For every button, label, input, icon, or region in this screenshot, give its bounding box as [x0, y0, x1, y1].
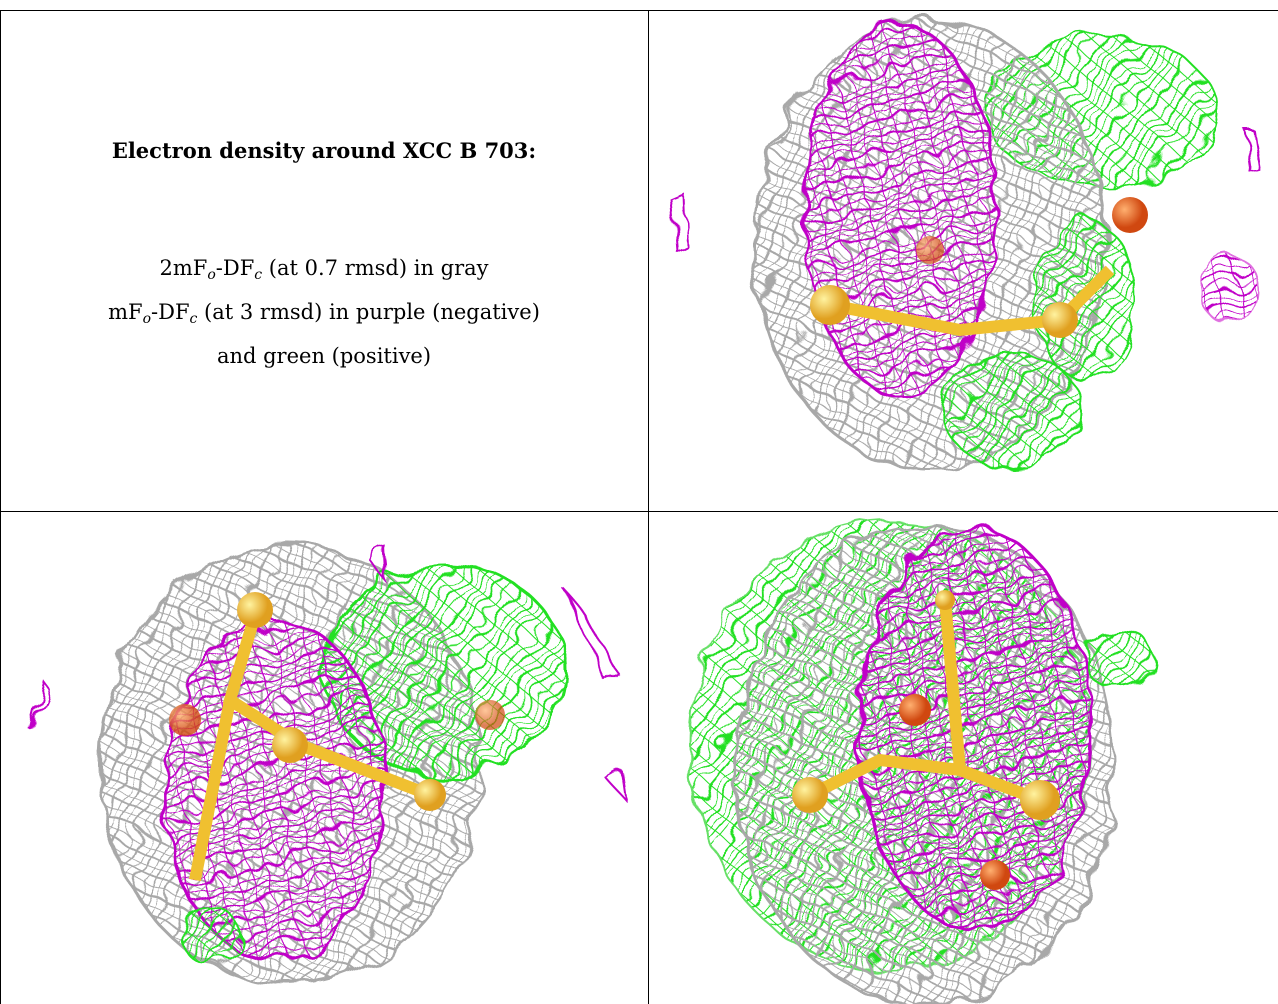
text: (at 0.7 rmsd) in gray: [262, 256, 489, 280]
text: mF: [108, 300, 143, 324]
subscript: o: [207, 267, 216, 283]
atoms-panel-3: [792, 590, 1060, 890]
caption: Electron density around XCC B 703: 2mFo-…: [0, 10, 648, 510]
atoms-panel-1: [810, 197, 1148, 338]
density-panel-2: [29, 543, 628, 987]
text: and green (positive): [216, 344, 432, 368]
subscript: o: [142, 311, 152, 327]
text: -DF: [151, 300, 190, 324]
caption-line: and green (positive): [0, 338, 648, 375]
caption-line: 2mFo-DFc (at 0.7 rmsd) in gray: [0, 250, 648, 294]
atoms-panel-2: [169, 592, 505, 882]
text: (at 3 rmsd) in purple (negative): [197, 300, 540, 324]
subscript: c: [189, 311, 198, 327]
density-panel-1: [670, 18, 1261, 472]
density-panel-3: [689, 519, 1156, 1004]
caption-line: mFo-DFc (at 3 rmsd) in purple (negative): [0, 294, 648, 338]
text: 2mF: [159, 256, 208, 280]
caption-title: Electron density around XCC B 703:: [111, 138, 537, 163]
caption-lines: 2mFo-DFc (at 0.7 rmsd) in gray mFo-DFc (…: [0, 250, 648, 375]
grid-lines: [0, 10, 1278, 1004]
text: -DF: [215, 256, 255, 280]
subscript: c: [254, 267, 263, 283]
